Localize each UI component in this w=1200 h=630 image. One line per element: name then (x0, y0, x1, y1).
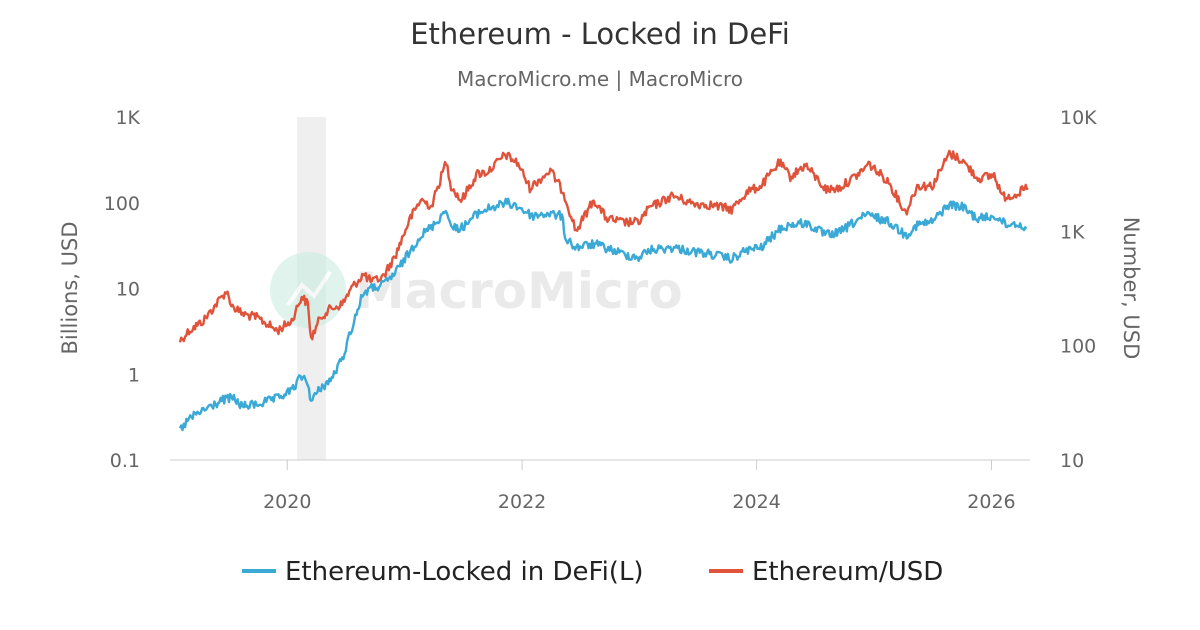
series-line-defi (178, 197, 1028, 432)
watermark-trend-icon (286, 270, 332, 307)
legend-item-eth-usd[interactable]: Ethereum/USD (709, 557, 943, 587)
right-tick-label: 1K (1060, 221, 1085, 243)
x-tick-label: 2026 (967, 491, 1015, 513)
left-tick-label: 100 (104, 193, 140, 215)
right-axis-title: Number, USD (1119, 217, 1143, 360)
right-tick-label: 100 (1060, 336, 1096, 358)
chart-subtitle: MacroMicro.me | MacroMicro (457, 67, 743, 91)
right-tick-label: 10K (1060, 107, 1097, 129)
x-tick-label: 2020 (263, 491, 311, 513)
x-tick-label: 2024 (732, 491, 780, 513)
x-tick-label: 2022 (498, 491, 546, 513)
watermark-text: MacroMicro (355, 262, 683, 320)
legend: Ethereum-Locked in DeFi(L) Ethereum/USD (242, 557, 943, 587)
legend-label-defi: Ethereum-Locked in DeFi(L) (285, 557, 644, 587)
right-tick-label: 10 (1060, 450, 1084, 472)
legend-item-defi[interactable]: Ethereum-Locked in DeFi(L) (242, 557, 644, 587)
left-tick-label: 1K (115, 107, 140, 129)
chart-title: Ethereum - Locked in DeFi (410, 17, 790, 51)
left-axis-title: Billions, USD (58, 221, 82, 354)
watermark: MacroMicro (270, 252, 683, 328)
left-tick-label: 0.1 (110, 450, 140, 472)
series-line-eth-usd (178, 149, 1029, 343)
legend-label-eth-usd: Ethereum/USD (752, 557, 943, 587)
left-tick-label: 1 (128, 364, 140, 386)
left-tick-label: 10 (116, 279, 140, 301)
